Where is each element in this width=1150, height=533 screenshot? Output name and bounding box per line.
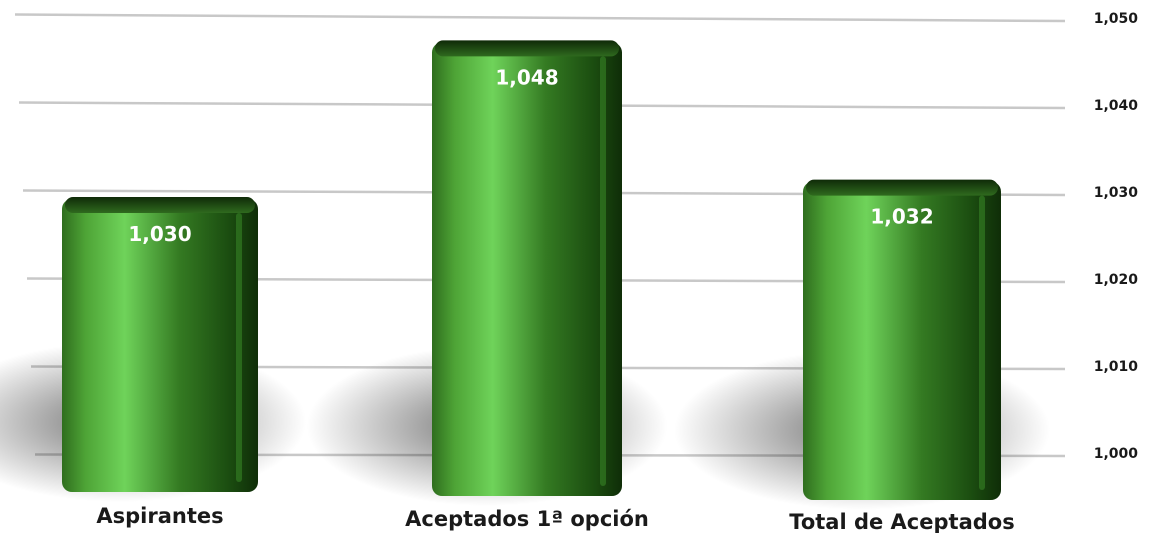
y-tick-label: 1,050 — [1094, 11, 1139, 27]
y-tick-label: 1,040 — [1094, 98, 1139, 114]
bar-top-bevel — [435, 40, 619, 57]
y-tick-label: 1,000 — [1094, 446, 1139, 462]
data-label: 1,032 — [870, 205, 933, 229]
y-tick-label: 1,030 — [1094, 185, 1139, 201]
bar-top-bevel — [806, 179, 998, 196]
bar-edge-highlight — [600, 56, 606, 487]
bar-edge-highlight — [236, 213, 242, 482]
y-tick-label: 1,010 — [1094, 359, 1139, 375]
data-label: 1,030 — [128, 222, 191, 246]
y-tick-label: 1,020 — [1094, 272, 1139, 288]
gridline-1050 — [14, 13, 1066, 23]
category-label: Aspirantes — [96, 504, 223, 528]
bar-1 — [62, 199, 258, 492]
bar-edge-highlight — [979, 195, 985, 490]
category-label: Total de Aceptados — [789, 510, 1014, 533]
bar-2 — [432, 42, 622, 497]
bar-3 — [803, 181, 1001, 500]
data-label: 1,048 — [495, 65, 558, 89]
bar-top-bevel — [65, 197, 255, 213]
category-label: Aceptados 1ª opción — [405, 507, 649, 531]
